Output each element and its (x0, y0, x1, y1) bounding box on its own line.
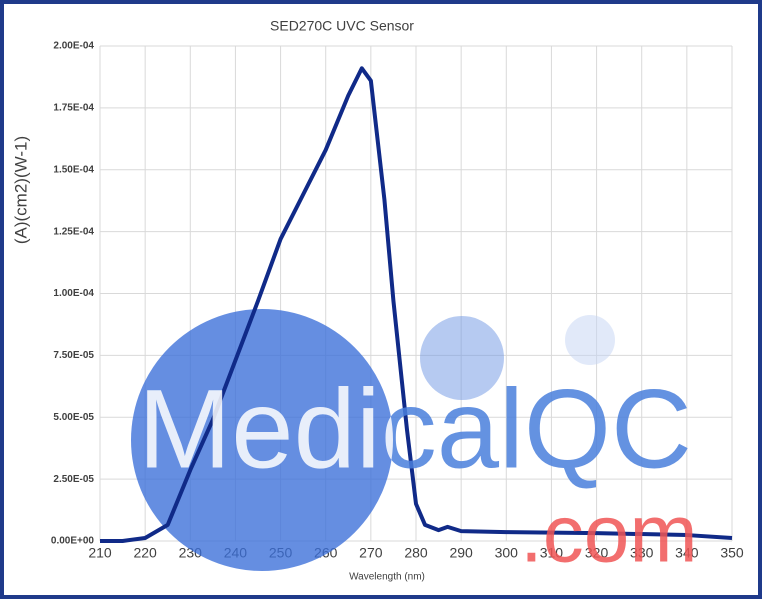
grid: 0.00E+00 2.50E-05 5.00E-05 7.50E-05 1.00E-04… (51, 41, 744, 561)
watermark-circle (420, 316, 504, 400)
x-tick-label: 210 (88, 545, 112, 561)
y-tick-label: 2.00E-04 (53, 41, 94, 52)
x-tick-label: 340 (675, 545, 699, 561)
watermark (131, 309, 615, 571)
watermark-text: MedicalQC (138, 367, 692, 492)
line (100, 66, 733, 543)
chart-title: SED270C UVC Sensor (270, 18, 414, 34)
watermark-text: MedicalQC (138, 367, 692, 492)
y-tick-label: 1.00E-04 (53, 288, 94, 299)
y-tick-label: 1.25E-04 (53, 226, 94, 237)
y-tick-label: 2.50E-05 (53, 474, 94, 485)
x-tick-label: 290 (449, 545, 473, 561)
y-tick-label: 7.50E-05 (53, 350, 94, 361)
x-tick-label: 280 (404, 545, 428, 561)
y-tick-label: 0.00E+00 (51, 536, 95, 547)
x-axis-label: Wavelength (nm) (349, 572, 425, 583)
x-tick-label: 270 (359, 545, 383, 561)
x-tick-label: 320 (585, 545, 609, 561)
y-axis-label: (A)(cm2)(W-1) (11, 136, 30, 244)
y-tick-label: 1.75E-04 (53, 103, 94, 114)
x-tick-label: 300 (495, 545, 519, 561)
watermark-circle (131, 309, 393, 571)
x-tick-label: 330 (630, 545, 654, 561)
x-tick-label: 350 (720, 545, 744, 561)
x-tick-label: 310 (540, 545, 564, 561)
y-tick-label: 1.50E-04 (53, 164, 94, 175)
x-tick-label: 220 (133, 545, 157, 561)
watermark-text: MedicalQC MedicalQC .com (138, 367, 698, 580)
y-tick-label: 5.00E-05 (53, 412, 94, 423)
watermark-circle (565, 315, 615, 365)
plot (100, 66, 733, 543)
watermark-suffix: .com (520, 489, 698, 580)
